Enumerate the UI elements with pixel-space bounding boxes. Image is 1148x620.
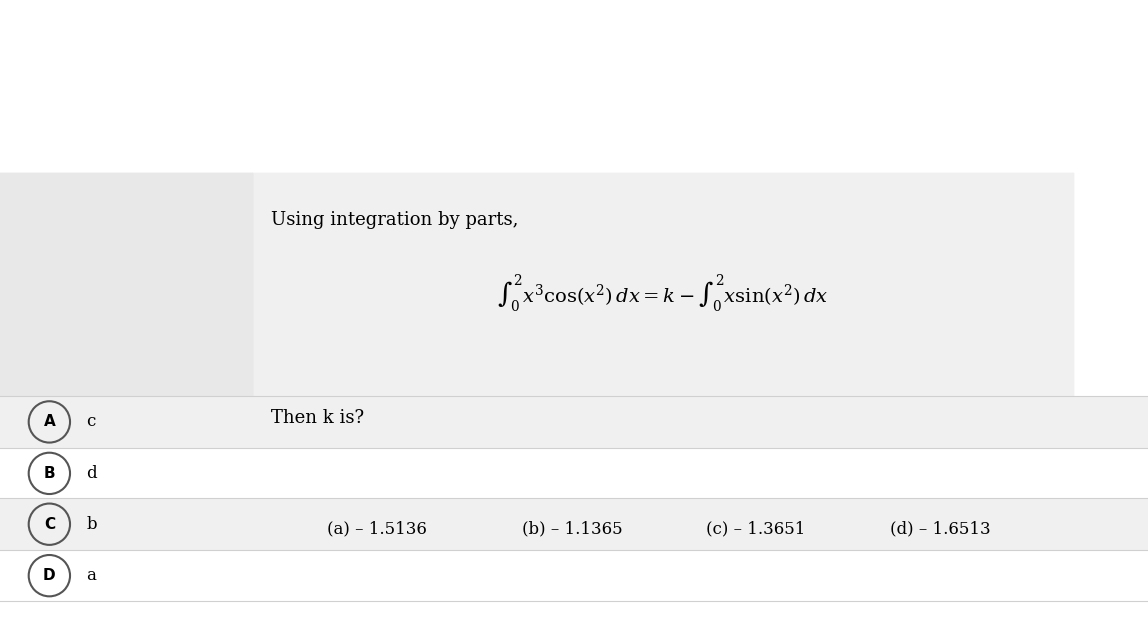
- FancyBboxPatch shape: [0, 550, 1148, 601]
- Text: C: C: [44, 516, 55, 532]
- Text: b: b: [86, 516, 96, 533]
- FancyBboxPatch shape: [251, 172, 1075, 423]
- Text: $\int_0^2 x^3 \cos(x^2)\, dx = k - \int_0^2 x \sin(x^2)\, dx$: $\int_0^2 x^3 \cos(x^2)\, dx = k - \int_…: [497, 273, 829, 315]
- FancyBboxPatch shape: [0, 498, 1148, 550]
- Text: Using integration by parts,: Using integration by parts,: [271, 211, 518, 229]
- Text: D: D: [44, 568, 55, 583]
- Text: B: B: [44, 466, 55, 481]
- Text: (b) – 1.1365: (b) – 1.1365: [522, 521, 623, 538]
- FancyBboxPatch shape: [0, 396, 1148, 448]
- Text: d: d: [86, 465, 96, 482]
- Text: a: a: [86, 567, 96, 584]
- Text: (a) – 1.5136: (a) – 1.5136: [327, 521, 427, 538]
- FancyBboxPatch shape: [0, 172, 254, 423]
- FancyBboxPatch shape: [0, 448, 1148, 499]
- Text: c: c: [86, 414, 95, 430]
- Text: (d) – 1.6513: (d) – 1.6513: [890, 521, 991, 538]
- Text: A: A: [44, 414, 55, 430]
- Text: (c) – 1.3651: (c) – 1.3651: [706, 521, 806, 538]
- Text: Then k is?: Then k is?: [271, 409, 364, 427]
